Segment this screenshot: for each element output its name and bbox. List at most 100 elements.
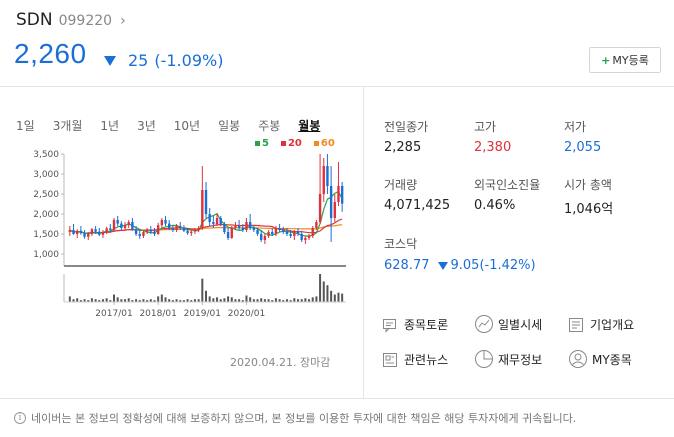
volume-bar <box>201 278 204 302</box>
volume-bar <box>68 296 71 302</box>
candle-body <box>252 228 256 230</box>
disclaimer-text: 네이버는 본 정보의 정확성에 대해 보증하지 않으며, 본 정보를 이용한 투… <box>31 412 577 425</box>
my-stocks-link[interactable]: MY종목 <box>568 349 632 369</box>
candle-body <box>76 230 79 234</box>
company-overview-label: 기업개요 <box>590 318 635 332</box>
candle-body <box>190 231 193 234</box>
tab-period[interactable]: 3개월 <box>52 119 83 133</box>
volume-bar <box>138 300 141 302</box>
index-name[interactable]: 코스닥 <box>384 237 418 251</box>
pie-chart-icon <box>475 350 493 368</box>
tab-period[interactable]: 일봉 <box>218 119 241 133</box>
tab-period[interactable]: 1년 <box>100 119 120 133</box>
candle-body <box>179 226 182 228</box>
volume-bar <box>90 298 93 302</box>
down-arrow-icon <box>437 261 448 270</box>
volume-bar <box>289 300 292 302</box>
candle-body <box>168 223 171 228</box>
candle-body <box>263 236 267 240</box>
candle-body <box>274 228 278 234</box>
volume-bar <box>322 281 325 302</box>
volume-bar <box>116 297 119 302</box>
candle-body <box>241 228 244 230</box>
volume-bar <box>274 298 277 302</box>
volume-bar <box>238 299 241 302</box>
candle-body <box>260 234 263 240</box>
change-percent: (-1.09%) <box>154 51 224 70</box>
tab-period[interactable]: 1일 <box>16 119 35 133</box>
candle-body <box>340 186 344 204</box>
stock-code: 099220 <box>58 13 113 29</box>
volume-bar <box>227 296 230 302</box>
candle-body <box>248 222 252 228</box>
volume-bar <box>160 294 163 302</box>
candle-body <box>101 232 105 235</box>
candle-body <box>186 230 189 234</box>
chat-icon <box>383 318 396 333</box>
company-overview-link[interactable]: 기업개요 <box>568 316 634 333</box>
candle-body <box>127 222 130 226</box>
chevron-right-icon[interactable]: › <box>120 13 126 29</box>
volume-bar <box>168 299 171 302</box>
volume-bar <box>293 298 296 302</box>
period-tabs: 1일 3개월 1년 3년 10년 일봉 주봉 월봉 <box>16 117 338 134</box>
candle-body <box>300 234 303 240</box>
candle-body <box>322 166 325 194</box>
daily-price-label: 일별시세 <box>498 317 543 332</box>
prev-close-value: 2,285 <box>384 140 422 155</box>
tab-period[interactable]: 3년 <box>137 119 156 133</box>
price-change: 25 (-1.09%) <box>104 51 223 70</box>
tab-period[interactable]: 10년 <box>173 119 201 133</box>
header-divider <box>0 86 674 87</box>
volume-bar <box>319 274 322 302</box>
stock-header[interactable]: SDN 099220 › <box>16 10 126 30</box>
volume-value: 4,071,425 <box>384 198 451 213</box>
foreign-ratio-value: 0.46% <box>474 198 516 213</box>
volume-bar <box>271 300 274 302</box>
candle-body <box>204 190 208 214</box>
tab-period-active[interactable]: 월봉 <box>298 119 321 133</box>
ma-legend: 5 20 60 <box>255 138 335 149</box>
volume-bar <box>282 300 285 302</box>
index-change-percent: (-1.42%) <box>479 258 536 273</box>
index-values: 628.77 9.05 (-1.42%) <box>384 258 536 273</box>
legend-ma20: 20 <box>280 138 302 149</box>
volume-bar <box>300 299 303 302</box>
candle-body <box>123 225 127 228</box>
x-tick-label: 2019/01 <box>184 309 221 319</box>
candle-body <box>109 228 112 230</box>
volume-bar <box>212 298 215 302</box>
candle-body <box>296 232 300 234</box>
index-change-amount: 9.05 <box>450 258 480 273</box>
related-news-link[interactable]: 관련뉴스 <box>382 351 448 368</box>
volume-bar <box>249 297 252 302</box>
volume-bar <box>315 296 318 302</box>
volume-bar <box>171 300 174 302</box>
document-icon <box>569 317 583 332</box>
volume-bar <box>263 299 266 302</box>
candle-body <box>329 186 333 218</box>
daily-price-link[interactable]: 일별시세 <box>474 314 542 334</box>
candle-body <box>337 186 340 202</box>
volume-bar <box>175 299 178 302</box>
volume-bar <box>205 290 207 302</box>
y-tick-label: 3,000 <box>33 170 59 180</box>
volume-bar <box>113 294 115 302</box>
candle-body <box>134 229 138 234</box>
candle-body <box>311 228 314 236</box>
volume-bar <box>72 299 75 302</box>
my-register-button[interactable]: + MY등록 <box>589 47 661 73</box>
volume-bar <box>153 300 156 302</box>
volume-bar <box>256 299 259 302</box>
volume-bar <box>120 299 123 302</box>
volume-bar <box>304 298 307 302</box>
closing-time: 2020.04.21. 장마감 <box>230 356 331 369</box>
discussion-link[interactable]: 종목토론 <box>382 316 448 333</box>
candle-body <box>149 230 152 232</box>
volume-bar <box>124 299 127 302</box>
financials-link[interactable]: 재무정보 <box>474 349 542 369</box>
stock-chart[interactable]: 3,500 3,000 2,500 2,000 1,500 1,000 2017/01 201… <box>16 148 350 328</box>
candle-body <box>160 220 164 226</box>
tab-period[interactable]: 주봉 <box>258 119 281 133</box>
volume-label: 거래량 <box>384 178 418 192</box>
